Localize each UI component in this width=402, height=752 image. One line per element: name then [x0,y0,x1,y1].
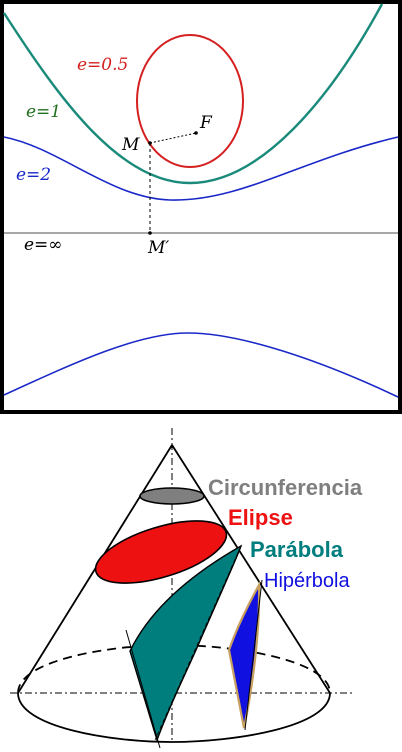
hyperbola-section [227,580,261,729]
parabola-curve [2,3,384,185]
hyperbola-lower-branch [3,332,399,398]
cone-right-side [171,444,331,694]
ellipse-section [94,520,228,584]
ellipse-curve [136,34,244,168]
top-frame [0,0,402,414]
label-point-M: M [121,135,140,155]
label-e-one: e=1 [26,102,61,122]
eccentricity-diagram: e=0.5 e=1 e=2 e=∞ M F M′ [0,0,402,414]
hyperbola-upper-branch [3,136,399,201]
point-Mprime-dot [148,231,152,235]
label-point-Mprime: M′ [147,238,169,258]
cone-base-front [17,692,331,743]
label-circle: Circunferencia [208,475,363,500]
label-point-F: F [199,113,213,133]
parabola-plane-edge [125,629,161,749]
label-ellipse: Elipse [228,505,293,530]
circle-section [139,487,205,505]
parabola-section [129,544,243,743]
label-parabola: Parábola [250,537,344,562]
label-e-inf: e=∞ [24,235,62,255]
hyperbola-plane-edge [244,579,263,731]
label-e-two: e=2 [16,165,51,185]
parabola-axis [154,545,242,741]
label-e-half: e=0.5 [77,55,128,75]
point-M-dot [148,141,152,145]
label-hyperbola: Hipérbola [264,570,350,592]
point-F-dot [194,131,198,135]
cone-sections-diagram: Circunferencia Elipse Parábola Hipérbola [10,428,363,749]
